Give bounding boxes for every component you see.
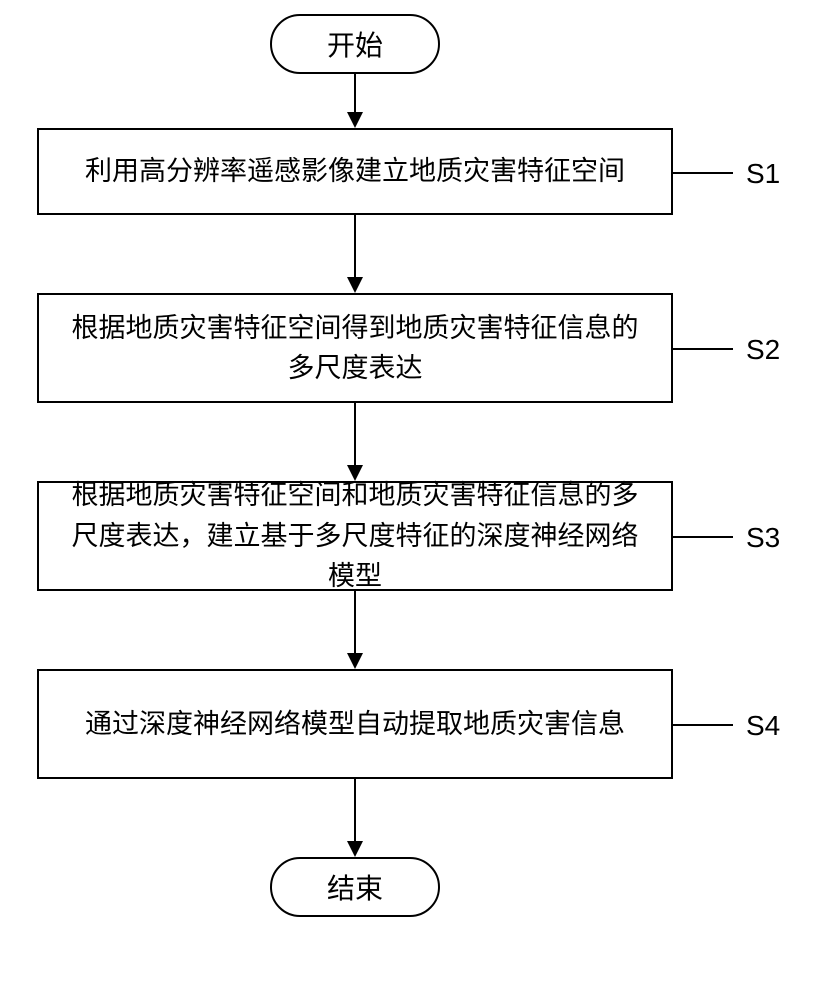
connector-line: [673, 536, 733, 538]
connector-line: [673, 172, 733, 174]
start-node: 开始: [270, 14, 440, 74]
end-label: 结束: [327, 867, 383, 907]
arrow-head: [347, 277, 363, 293]
connector-line: [673, 724, 733, 726]
connector-line: [673, 348, 733, 350]
arrow-line: [354, 215, 356, 279]
step2-label: S2: [746, 334, 780, 366]
step4-label: S4: [746, 710, 780, 742]
step1-label: S1: [746, 158, 780, 190]
step2-node: 根据地质灾害特征空间得到地质灾害特征信息的多尺度表达: [37, 293, 673, 403]
step4-node: 通过深度神经网络模型自动提取地质灾害信息: [37, 669, 673, 779]
flowchart-container: 开始 利用高分辨率遥感影像建立地质灾害特征空间 S1 根据地质灾害特征空间得到地…: [0, 0, 813, 1000]
step3-label: S3: [746, 522, 780, 554]
step2-text: 根据地质灾害特征空间得到地质灾害特征信息的多尺度表达: [59, 308, 651, 389]
arrow-line: [354, 591, 356, 655]
step1-text: 利用高分辨率遥感影像建立地质灾害特征空间: [85, 151, 625, 192]
arrow-line: [354, 779, 356, 843]
start-label: 开始: [327, 24, 383, 64]
arrow-head: [347, 112, 363, 128]
arrow-head: [347, 841, 363, 857]
step4-text: 通过深度神经网络模型自动提取地质灾害信息: [85, 704, 625, 745]
end-node: 结束: [270, 857, 440, 917]
arrow-line: [354, 74, 356, 114]
step3-text: 根据地质灾害特征空间和地质灾害特征信息的多尺度表达，建立基于多尺度特征的深度神经…: [59, 475, 651, 597]
step3-node: 根据地质灾害特征空间和地质灾害特征信息的多尺度表达，建立基于多尺度特征的深度神经…: [37, 481, 673, 591]
step1-node: 利用高分辨率遥感影像建立地质灾害特征空间: [37, 128, 673, 215]
arrow-line: [354, 403, 356, 467]
arrow-head: [347, 653, 363, 669]
